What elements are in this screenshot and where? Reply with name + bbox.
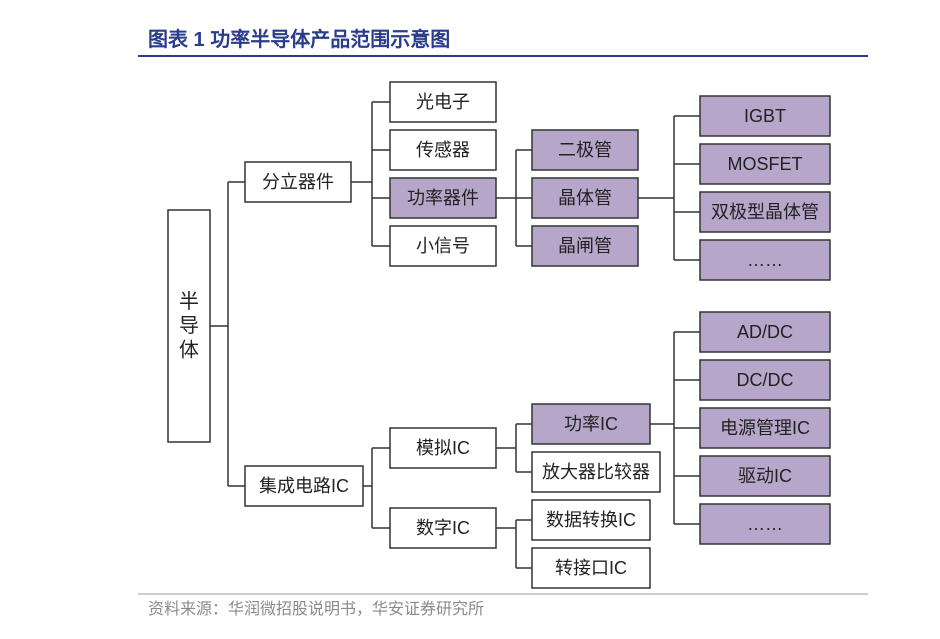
node-mosfet: MOSFET xyxy=(700,144,830,184)
node-thyristor: 晶闸管 xyxy=(532,226,638,266)
node-dcdc: DC/DC xyxy=(700,360,830,400)
node-label: 传感器 xyxy=(416,140,470,160)
node-label: 电源管理IC xyxy=(720,418,810,438)
node-label: 半 xyxy=(179,290,199,313)
node-label: MOSFET xyxy=(728,154,803,174)
node-etc1: …… xyxy=(700,240,830,280)
node-small: 小信号 xyxy=(390,226,496,266)
node-label: 晶闸管 xyxy=(558,236,612,256)
source-text: 资料来源：华润微招股说明书，华安证券研究所 xyxy=(148,600,484,618)
diagram-canvas: 图表 1 功率半导体产品范围示意图半导体 分立器件集成电路IC 光电子传感器功率器件… xyxy=(0,0,940,639)
node-label: 功率器件 xyxy=(407,188,479,208)
node-dconv: 数据转换IC xyxy=(532,500,650,540)
node-digital: 数字IC xyxy=(390,508,496,548)
node-label: 数据转换IC xyxy=(546,510,636,530)
node-label: AD/DC xyxy=(737,322,793,342)
node-label: 放大器比较器 xyxy=(542,462,650,482)
node-sensor: 传感器 xyxy=(390,130,496,170)
node-etc2: …… xyxy=(700,504,830,544)
node-igbt: IGBT xyxy=(700,96,830,136)
node-label: 转接口IC xyxy=(555,558,627,578)
node-amp: 放大器比较器 xyxy=(532,452,660,492)
node-opto: 光电子 xyxy=(390,82,496,122)
node-label: …… xyxy=(747,250,783,270)
node-discrete: 分立器件 xyxy=(245,162,351,202)
node-label: 二极管 xyxy=(558,140,612,160)
node-label: IGBT xyxy=(744,106,786,126)
node-ic: 集成电路IC xyxy=(245,466,363,506)
node-label: DC/DC xyxy=(737,370,794,390)
node-label: 分立器件 xyxy=(262,172,334,192)
chart-title: 图表 1 功率半导体产品范围示意图 xyxy=(148,27,450,51)
node-analog: 模拟IC xyxy=(390,428,496,468)
node-pmic: 电源管理IC xyxy=(700,408,830,448)
node-trans: 晶体管 xyxy=(532,178,638,218)
node-label: 驱动IC xyxy=(738,466,792,486)
node-label: 功率IC xyxy=(564,414,618,434)
node-pwric: 功率IC xyxy=(532,404,650,444)
node-label: 晶体管 xyxy=(558,188,612,208)
node-label: 光电子 xyxy=(416,92,470,112)
node-label: 双极型晶体管 xyxy=(711,202,819,222)
node-label: 导 xyxy=(179,315,199,337)
node-drvic: 驱动IC xyxy=(700,456,830,496)
node-label: 模拟IC xyxy=(416,438,470,458)
node-power: 功率器件 xyxy=(390,178,496,218)
node-root: 半导体 xyxy=(168,210,210,442)
node-label: 集成电路IC xyxy=(259,476,349,496)
node-xfer: 转接口IC xyxy=(532,548,650,588)
node-label: …… xyxy=(747,514,783,534)
node-label: 体 xyxy=(179,338,199,361)
node-diode: 二极管 xyxy=(532,130,638,170)
node-label: 数字IC xyxy=(416,518,470,538)
node-addc: AD/DC xyxy=(700,312,830,352)
node-bjt: 双极型晶体管 xyxy=(700,192,830,232)
node-label: 小信号 xyxy=(416,236,470,256)
